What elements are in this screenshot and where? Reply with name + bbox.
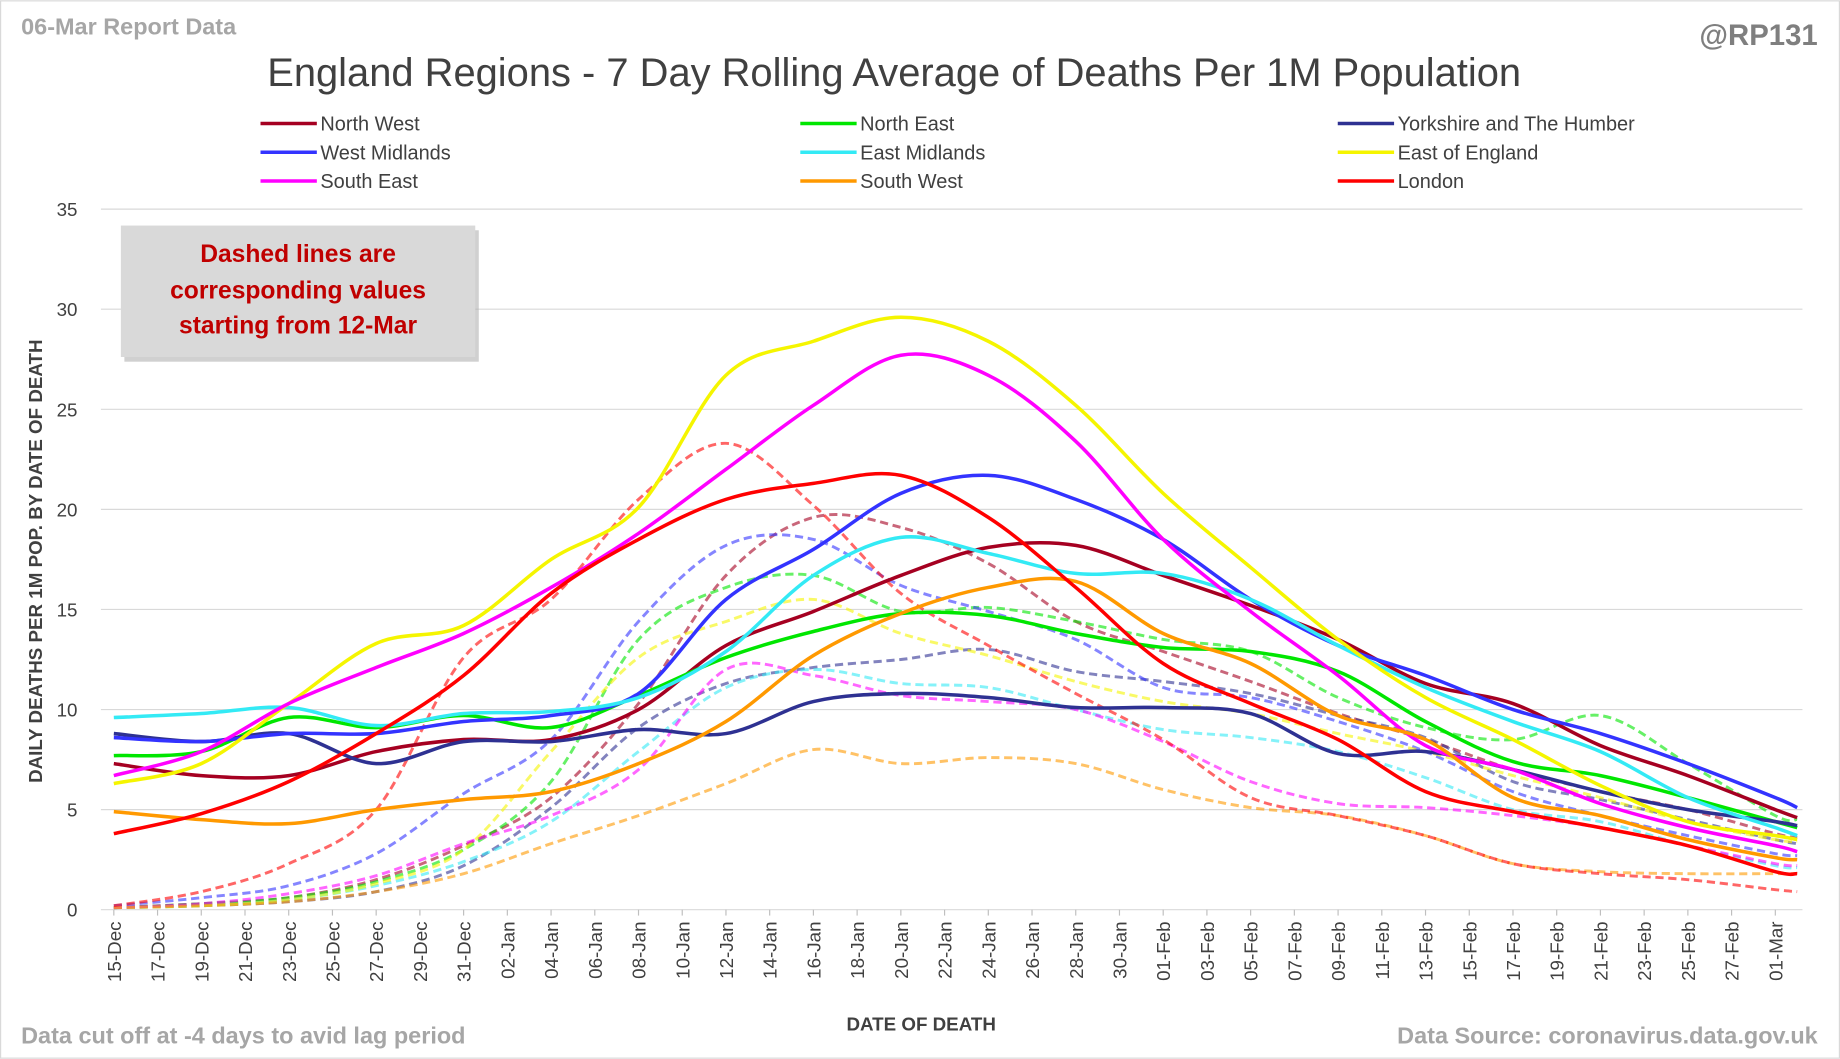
x-tick-label: 04-Jan — [541, 921, 562, 978]
x-tick-label: 30-Jan — [1110, 921, 1131, 978]
x-tick-label: 07-Feb — [1284, 921, 1305, 980]
x-tick-label: 01-Mar — [1765, 921, 1786, 980]
x-tick-label: 23-Dec — [279, 921, 300, 982]
x-tick-label: 01-Feb — [1153, 921, 1174, 980]
y-tick-label: 5 — [67, 800, 77, 821]
x-tick-label: 06-Jan — [585, 921, 606, 978]
dashed-line-east-of-england — [113, 597, 1798, 910]
y-tick-label: 0 — [67, 900, 77, 921]
y-axis-label: DAILY DEATHS PER 1M POP. BY DATE OF DEAT… — [25, 339, 46, 783]
line-west-midlands — [113, 473, 1798, 810]
x-tick-label: 03-Feb — [1197, 921, 1218, 980]
x-tick-label: 15-Dec — [104, 921, 125, 982]
y-tick-label: 20 — [57, 499, 78, 520]
line-yorkshire-and-the-humber — [113, 691, 1798, 828]
x-axis-ticks: 15-Dec 17-Dec 19-Dec 21-Dec 23-Dec 25-Dec 27-D… — [104, 909, 1786, 982]
x-tick-label: 31-Dec — [454, 921, 475, 982]
x-tick-label: 27-Dec — [366, 921, 387, 982]
x-tick-label: 20-Jan — [891, 921, 912, 978]
dashed-line-south-east — [113, 661, 1798, 910]
legend-label-south-west: South West — [860, 171, 963, 193]
x-tick-label: 08-Jan — [629, 921, 650, 978]
legend-label-east-of-england: East of England — [1398, 142, 1539, 164]
annotation-line-3: starting from 12-Mar — [179, 313, 418, 340]
line-london — [113, 471, 1798, 877]
line-south-west — [113, 576, 1798, 862]
report-label: 06-Mar Report Data — [21, 13, 237, 39]
legend-label-north-east: North East — [860, 114, 955, 136]
x-tick-label: 21-Feb — [1590, 921, 1611, 980]
legend: North West North East Yorkshire and The Hu… — [260, 114, 1636, 193]
x-tick-label: 05-Feb — [1241, 921, 1262, 980]
y-tick-label: 30 — [57, 299, 78, 320]
legend-label-yorkshire-and-the-humber: Yorkshire and The Humber — [1398, 114, 1636, 136]
x-tick-label: 22-Jan — [935, 921, 956, 978]
x-tick-label: 10-Jan — [672, 921, 693, 978]
y-axis-ticks: 0 5 10 15 20 25 30 35 — [57, 199, 78, 921]
series-lines — [113, 315, 1798, 910]
x-tick-label: 14-Jan — [760, 921, 781, 978]
line-east-midlands — [113, 535, 1798, 838]
author-handle: @RP131 — [1699, 19, 1817, 52]
annotation-line-2: corresponding values — [170, 277, 426, 304]
footer-cutoff-note: Data cut off at -4 days to avid lag peri… — [21, 1022, 465, 1048]
x-tick-label: 23-Feb — [1634, 921, 1655, 980]
line-south-east — [113, 352, 1798, 854]
x-tick-label: 25-Dec — [322, 921, 343, 982]
x-tick-label: 13-Feb — [1416, 921, 1437, 980]
annotation-background — [120, 225, 476, 357]
line-east-of-england — [113, 315, 1798, 842]
x-tick-label: 25-Feb — [1678, 921, 1699, 980]
x-tick-label: 29-Dec — [410, 921, 431, 982]
chart-title: England Regions - 7 Day Rolling Average … — [267, 51, 1521, 95]
line-north-west — [113, 540, 1798, 820]
y-tick-label: 35 — [57, 199, 78, 220]
dashed-line-west-midlands — [113, 533, 1798, 908]
x-axis-label: DATE OF DEATH — [846, 1014, 995, 1035]
x-tick-label: 26-Jan — [1022, 921, 1043, 978]
legend-label-south-east: South East — [320, 171, 418, 193]
x-tick-label: 24-Jan — [978, 921, 999, 978]
x-tick-label: 12-Jan — [716, 921, 737, 978]
x-tick-label: 27-Feb — [1722, 921, 1743, 980]
dashed-line-north-west — [113, 513, 1798, 910]
x-tick-label: 11-Feb — [1372, 921, 1393, 979]
x-tick-label: 28-Jan — [1066, 921, 1087, 978]
x-tick-label: 17-Dec — [148, 921, 169, 982]
annotation-box: Dashed lines are corresponding values st… — [120, 225, 479, 362]
y-tick-label: 15 — [57, 600, 78, 621]
x-tick-label: 16-Jan — [803, 921, 824, 978]
x-tick-label: 19-Feb — [1547, 921, 1568, 980]
dashed-line-london — [113, 441, 1798, 908]
y-tick-label: 25 — [57, 399, 78, 420]
legend-label-london: London — [1398, 171, 1465, 193]
legend-label-north-west: North West — [320, 114, 420, 136]
dashed-line-east-midlands — [113, 668, 1798, 910]
x-tick-label: 18-Jan — [847, 921, 868, 978]
annotation-line-1: Dashed lines are — [200, 241, 396, 268]
x-tick-label: 09-Feb — [1328, 921, 1349, 980]
legend-label-east-midlands: East Midlands — [860, 142, 985, 164]
x-tick-label: 02-Jan — [497, 921, 518, 978]
x-tick-label: 15-Feb — [1459, 921, 1480, 980]
legend-label-west-midlands: West Midlands — [320, 142, 450, 164]
x-tick-label: 21-Dec — [235, 921, 256, 982]
footer-data-source: Data Source: coronavirus.data.gov.uk — [1397, 1022, 1818, 1048]
y-tick-label: 10 — [57, 700, 78, 721]
x-tick-label: 19-Dec — [191, 921, 212, 982]
x-tick-label: 17-Feb — [1503, 921, 1524, 980]
